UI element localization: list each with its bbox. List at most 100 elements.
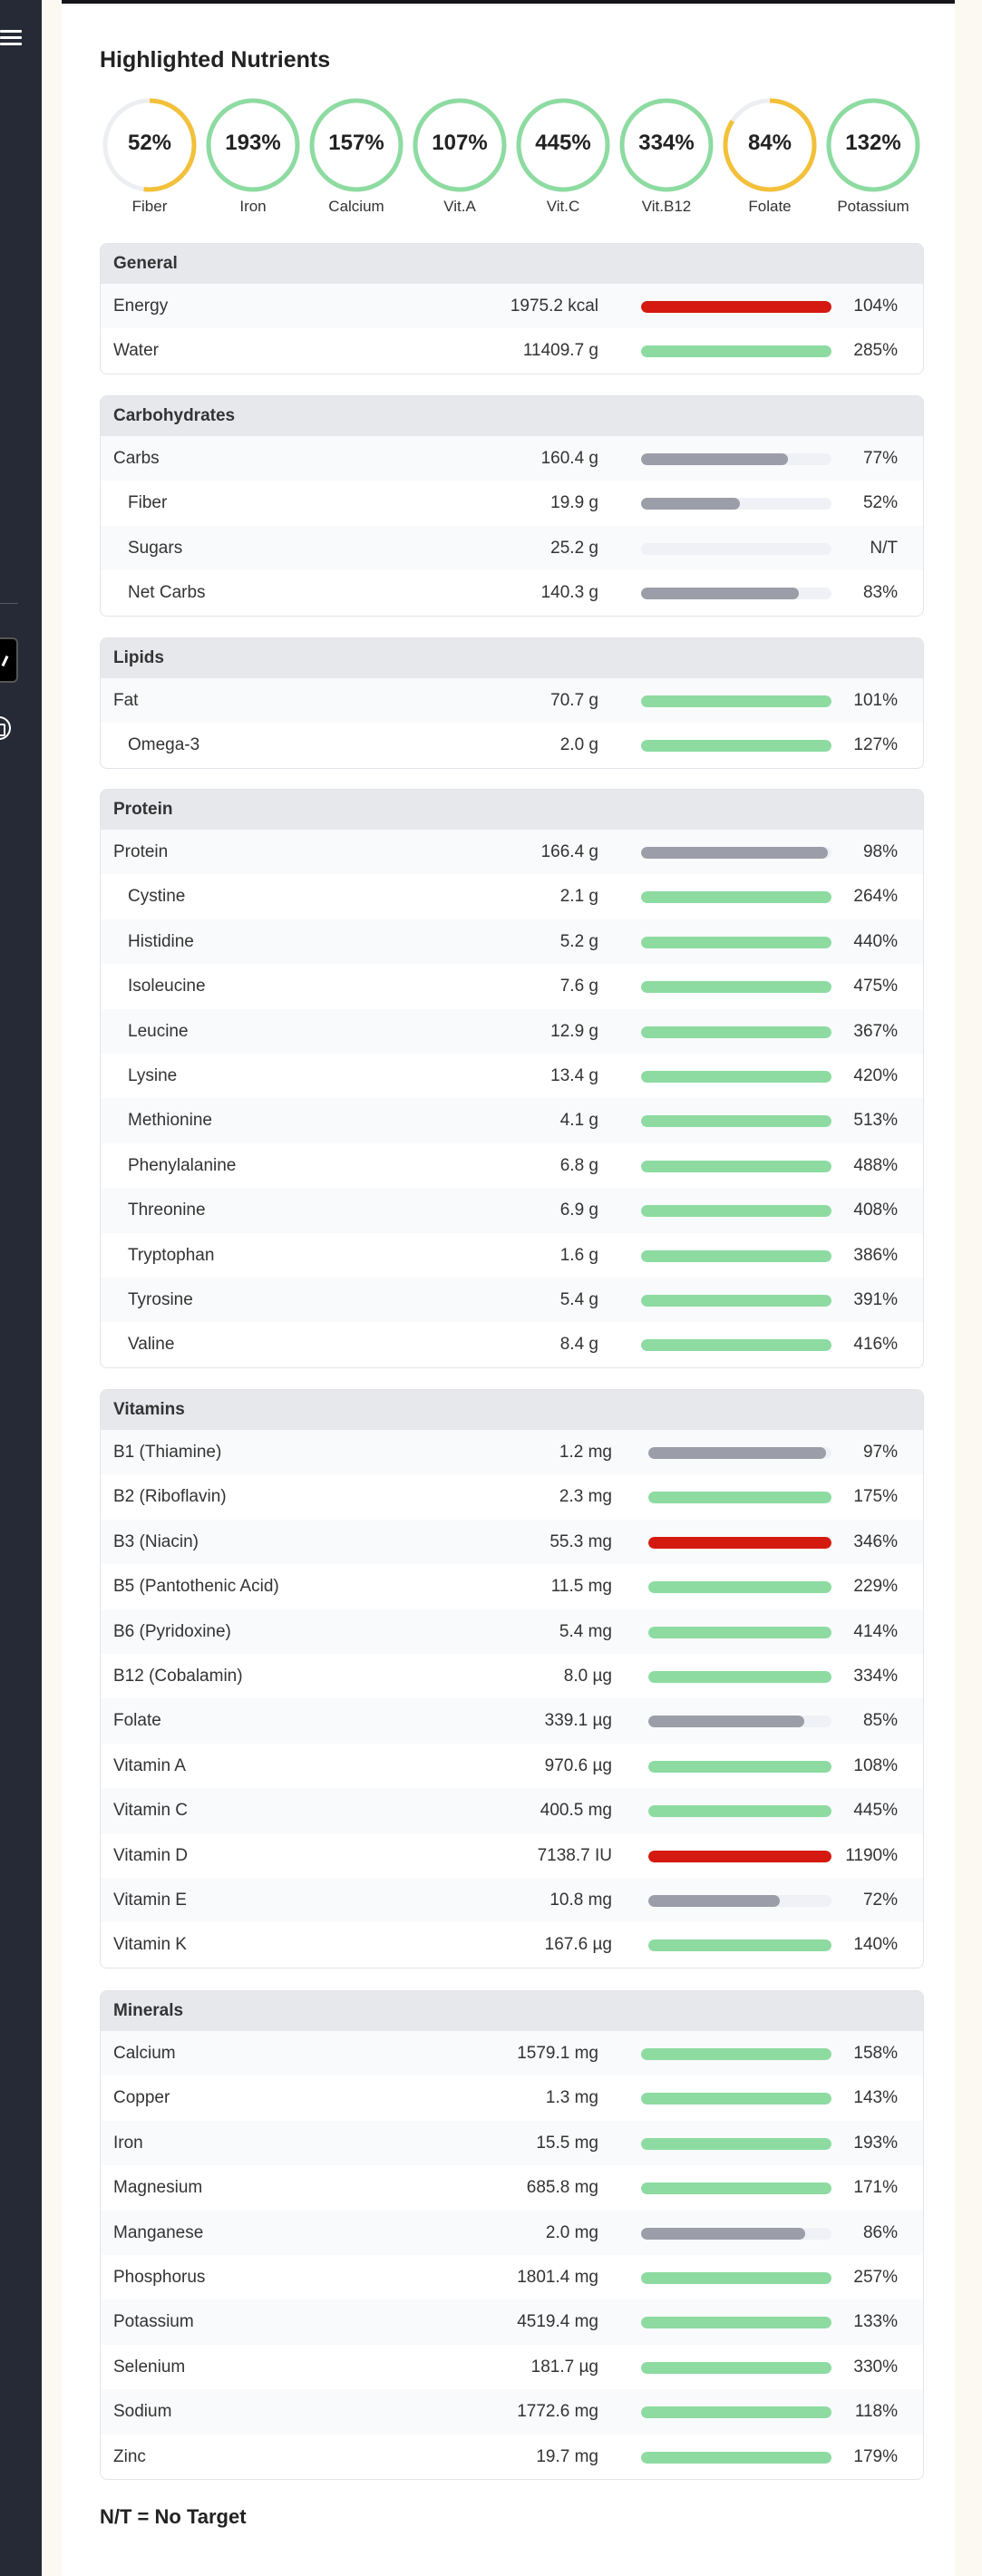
- section-minerals: Minerals Calcium 1579.1 mg 158% Copper 1.3 mg…: [100, 1990, 924, 2480]
- section-header: Vitamins: [101, 1390, 923, 1430]
- nutrient-percent: 175%: [853, 1487, 898, 1507]
- nutrient-amount: 970.6 µg: [544, 1755, 612, 1775]
- section-lipids: Lipids Fat 70.7 g 101% Omega-3 2.0 g 127%: [100, 637, 924, 769]
- nutrient-amount: 11.5 mg: [550, 1577, 612, 1597]
- ring-value: 334%: [638, 131, 695, 155]
- nutrient-percent: 83%: [862, 583, 898, 603]
- nutrient-percent: 72%: [862, 1890, 898, 1910]
- nutrient-row: Net Carbs 140.3 g 83%: [101, 570, 923, 615]
- nutrient-percent: 475%: [853, 977, 898, 996]
- highlight-ring: 52% Fiber: [100, 96, 199, 216]
- progress-track: [648, 1716, 831, 1728]
- nutrient-name: Copper: [113, 2088, 170, 2108]
- nutrient-percent: 346%: [853, 1531, 898, 1551]
- progress-track: [648, 1536, 831, 1549]
- ring-gauge: [619, 98, 714, 192]
- progress-track: [641, 2227, 831, 2240]
- nutrient-name: Folate: [113, 1711, 161, 1731]
- nutrient-row: Lysine 13.4 g 420%: [101, 1054, 923, 1098]
- progress-fill: [641, 695, 831, 707]
- nutrient-row: Tryptophan 1.6 g 386%: [101, 1233, 923, 1278]
- nutrient-amount: 5.4 mg: [559, 1621, 612, 1641]
- progress-track: [641, 2182, 831, 2195]
- nutrient-name: Carbs: [113, 449, 160, 468]
- nutrient-name: Fat: [113, 691, 139, 710]
- progress-track: [648, 1626, 831, 1638]
- page-margin-right: [955, 0, 982, 2576]
- nutrient-percent: 229%: [853, 1577, 898, 1597]
- hamburger-icon[interactable]: [0, 27, 24, 49]
- section-protein: Protein Protein 166.4 g 98% Cystine 2.1 g 264%…: [100, 789, 924, 1368]
- progress-track: [641, 2361, 831, 2374]
- nutrient-amount: 1.2 mg: [559, 1443, 612, 1462]
- nutrient-amount: 5.2 g: [559, 931, 598, 951]
- ring-gauge: [516, 98, 610, 192]
- progress-track: [641, 981, 831, 994]
- nutrient-amount: 10.8 mg: [549, 1890, 612, 1910]
- sidebar-action-button[interactable]: [0, 637, 18, 683]
- nutrient-name: Leucine: [128, 1021, 189, 1041]
- nutrient-percent: 52%: [862, 493, 898, 513]
- progress-fill: [641, 2227, 805, 2240]
- nutrient-name: Valine: [128, 1335, 175, 1355]
- nutrient-amount: 1772.6 mg: [517, 2402, 598, 2422]
- nutrient-amount: 5.4 g: [559, 1289, 598, 1309]
- nutrient-amount: 19.9 g: [550, 493, 598, 513]
- nutrient-percent: 98%: [862, 842, 898, 861]
- ring-value: 52%: [127, 131, 172, 155]
- progress-fill: [648, 1626, 831, 1638]
- nutrient-row: Sugars 25.2 g N/T: [101, 525, 923, 571]
- ring-progress: [516, 98, 610, 192]
- progress-fill: [641, 2361, 831, 2374]
- nutrient-name: Phenylalanine: [128, 1155, 237, 1175]
- highlight-ring: 445% Vit.C: [513, 96, 613, 216]
- ring-value: 132%: [845, 131, 901, 155]
- progress-track: [641, 936, 831, 948]
- nutrient-row: Sodium 1772.6 mg 118%: [101, 2389, 923, 2435]
- nutrient-amount: 2.3 mg: [559, 1487, 612, 1507]
- ring-value: 157%: [328, 131, 384, 155]
- progress-fill: [641, 2182, 831, 2195]
- progress-fill: [641, 981, 831, 994]
- ring-progress: [619, 98, 714, 192]
- ring-value: 107%: [432, 131, 488, 155]
- nutrient-percent: 334%: [853, 1666, 898, 1686]
- nutrient-percent: 416%: [853, 1335, 898, 1355]
- nutrient-row: Zinc 19.7 mg 179%: [101, 2435, 923, 2479]
- nutrient-row: B3 (Niacin) 55.3 mg 346%: [101, 1519, 923, 1565]
- nutrient-amount: 1.6 g: [559, 1245, 598, 1265]
- ring-progress: [413, 98, 507, 192]
- nutrient-amount: 140.3 g: [540, 583, 598, 603]
- progress-fill: [641, 301, 831, 313]
- nutrient-percent: N/T: [870, 538, 898, 558]
- progress-track: [641, 695, 831, 707]
- nutrient-amount: 7138.7 IU: [537, 1845, 612, 1865]
- nutrient-amount: 166.4 g: [540, 842, 598, 861]
- nutrient-row: Valine 8.4 g 416%: [101, 1322, 923, 1366]
- nutrient-percent: 367%: [853, 1021, 898, 1041]
- nutrient-name: Isoleucine: [128, 977, 206, 996]
- nutrient-row: Vitamin K 167.6 µg 140%: [101, 1922, 923, 1967]
- nutrient-name: Energy: [113, 296, 169, 316]
- nutrient-name: Vitamin K: [113, 1935, 187, 1955]
- sidebar-circle-icon[interactable]: [0, 716, 11, 740]
- nutrient-percent: 285%: [853, 341, 898, 361]
- section-header: Minerals: [101, 1991, 923, 2031]
- nutrient-name: Vitamin C: [113, 1801, 189, 1821]
- progress-track: [641, 2048, 831, 2060]
- nutrient-name: B5 (Pantothenic Acid): [113, 1577, 279, 1597]
- progress-track: [641, 2317, 831, 2329]
- nutrient-name: Methionine: [128, 1111, 212, 1131]
- nutrient-name: Calcium: [113, 2044, 176, 2063]
- progress-track: [648, 1939, 831, 1952]
- highlight-ring: 157% Calcium: [306, 96, 406, 216]
- highlight-ring: 84% Folate: [720, 96, 820, 216]
- progress-track: [641, 2271, 831, 2284]
- ring-value: 193%: [225, 131, 281, 155]
- progress-track: [641, 2137, 831, 2150]
- nutrient-row: Iron 15.5 mg 193%: [101, 2120, 923, 2166]
- progress-track: [641, 1026, 831, 1038]
- highlight-ring: 132% Potassium: [823, 96, 923, 216]
- ring-progress: [826, 98, 920, 192]
- progress-fill: [641, 740, 831, 753]
